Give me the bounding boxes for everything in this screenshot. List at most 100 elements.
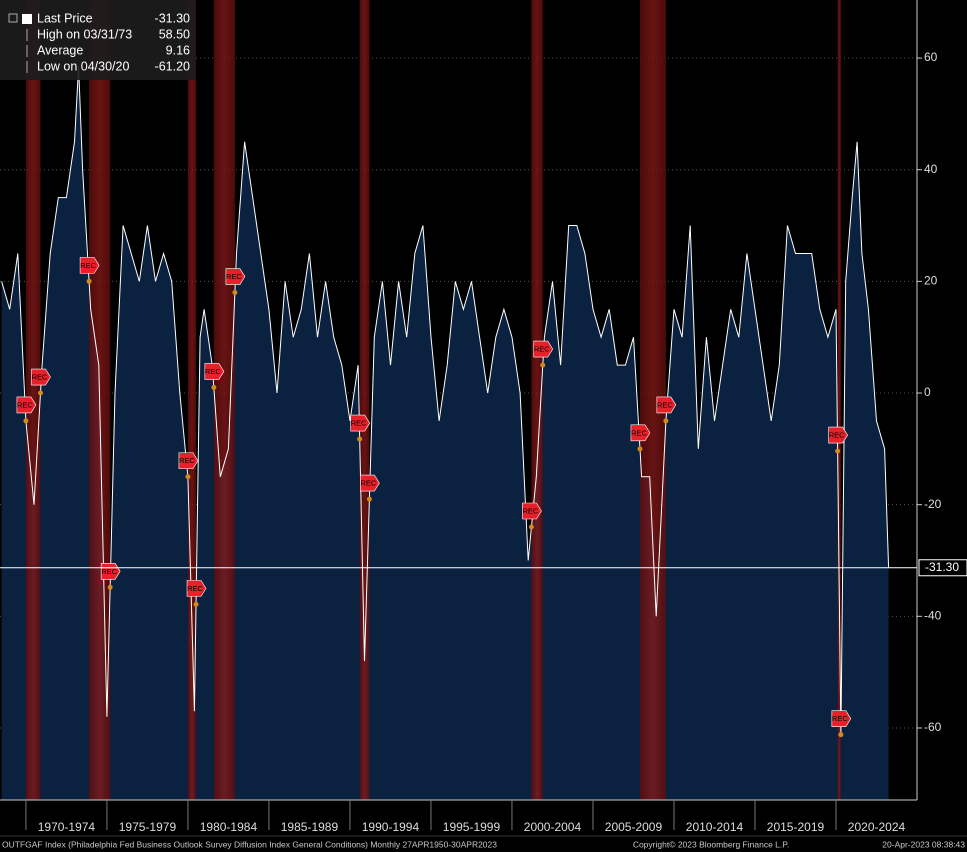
flag-label: REC — [179, 456, 195, 465]
recession-flag: REC — [656, 396, 677, 414]
x-tick-label: 1985-1989 — [281, 820, 339, 834]
footer-right: 20-Apr-2023 08:38:43 — [882, 839, 965, 849]
flag-shape — [360, 474, 380, 492]
x-tick-label: 2010-2014 — [686, 820, 744, 834]
recession-dot — [540, 362, 546, 368]
flag-label: REC — [351, 419, 367, 428]
flag-shape — [79, 257, 100, 274]
recession-band — [25, 0, 41, 800]
recession-dot — [23, 418, 29, 424]
legend-name: Last Price — [37, 11, 93, 25]
flag-label: REC — [534, 345, 550, 354]
recession-flag: REC — [178, 452, 199, 470]
legend-name: Low on 04/30/20 — [37, 59, 129, 73]
flag-shape — [350, 414, 371, 432]
legend-value: -61.20 — [155, 59, 190, 73]
flag-label: REC — [360, 479, 376, 488]
recession-flag: REC — [16, 396, 37, 414]
last-price-tag — [918, 559, 967, 577]
recession-flag: REC — [79, 257, 100, 274]
flag-shape — [522, 502, 542, 520]
recession-flag: REC — [350, 414, 371, 432]
recession-dot — [232, 290, 238, 296]
recession-dot — [835, 448, 841, 454]
recession-dot — [185, 474, 191, 480]
flag-label: REC — [80, 261, 96, 270]
recession-dot — [38, 390, 44, 396]
legend-value: 58.50 — [159, 27, 190, 41]
flag-label: REC — [32, 373, 48, 382]
recession-band — [531, 0, 543, 800]
flag-label: REC — [631, 428, 647, 437]
recession-dot — [193, 601, 199, 607]
x-tick-label: 2015-2019 — [767, 820, 825, 834]
recession-flag: REC — [225, 268, 246, 285]
flag-label: REC — [226, 272, 242, 281]
recession-flag: REC — [533, 340, 554, 358]
legend-value: 9.16 — [166, 43, 190, 57]
x-tick-label: 1990-1994 — [362, 820, 420, 834]
x-tick-label: 2005-2009 — [605, 820, 663, 834]
x-tick-label: 2020-2024 — [848, 820, 906, 834]
recession-dot — [86, 278, 92, 284]
flag-shape — [178, 452, 199, 470]
flag-shape — [186, 580, 207, 597]
recession-band — [359, 0, 370, 800]
y-tick-label: 60 — [924, 50, 938, 64]
flag-shape — [831, 710, 852, 727]
recession-flag: REC — [831, 710, 852, 727]
y-tick-label: -60 — [924, 720, 942, 734]
flag-label: REC — [829, 431, 845, 440]
y-tick-label: -20 — [924, 497, 942, 511]
flag-label: REC — [522, 506, 538, 515]
recession-flag: REC — [31, 368, 51, 386]
recession-dot — [838, 732, 844, 738]
legend-toggle — [8, 13, 18, 23]
x-tick-label: 1970-1974 — [38, 820, 96, 834]
flag-shape — [225, 268, 246, 285]
flag-label: REC — [657, 400, 673, 409]
recession-dot — [528, 524, 534, 530]
x-tick-label: 1995-1999 — [443, 820, 501, 834]
footer-left: OUTFGAF Index (Philadelphia Fed Business… — [2, 839, 497, 849]
recession-dot — [637, 446, 643, 452]
legend-value: -31.30 — [155, 11, 190, 25]
flag-label: REC — [187, 584, 203, 593]
legend-box — [0, 0, 196, 80]
recession-flag: REC — [360, 474, 380, 492]
legend-swatch — [22, 14, 32, 24]
y-tick-label: -40 — [924, 609, 942, 623]
legend-name: High on 03/31/73 — [37, 27, 132, 41]
flag-shape — [204, 363, 225, 380]
recession-band — [187, 0, 197, 800]
x-tick-label: 2000-2004 — [524, 820, 582, 834]
footer-center: Copyright© 2023 Bloomberg Finance L.P. — [633, 839, 789, 849]
recession-band — [213, 0, 235, 800]
recession-dot — [366, 496, 372, 502]
recession-flag: REC — [522, 502, 542, 520]
recession-flag: REC — [186, 580, 207, 597]
x-tick-label: 1975-1979 — [119, 820, 177, 834]
price-line — [1, 66, 890, 735]
recession-dot — [107, 584, 113, 590]
recession-flag: REC — [630, 424, 651, 442]
flag-shape — [31, 368, 51, 386]
flag-label: REC — [205, 367, 221, 376]
recession-dot — [357, 436, 363, 442]
recession-flag: REC — [204, 363, 225, 380]
x-tick-label: 1980-1984 — [200, 820, 258, 834]
flag-label: REC — [17, 400, 33, 409]
flag-shape — [533, 340, 554, 358]
y-tick-label: 20 — [924, 274, 938, 288]
flag-shape — [16, 396, 37, 414]
recession-dot — [211, 384, 217, 390]
flag-label: REC — [832, 714, 848, 723]
y-tick-label: 40 — [924, 162, 938, 176]
y-tick-label: 0 — [924, 385, 931, 399]
flag-label: REC — [101, 567, 117, 576]
flag-shape — [828, 426, 848, 444]
flag-shape — [656, 396, 677, 414]
recession-dot — [663, 418, 669, 424]
